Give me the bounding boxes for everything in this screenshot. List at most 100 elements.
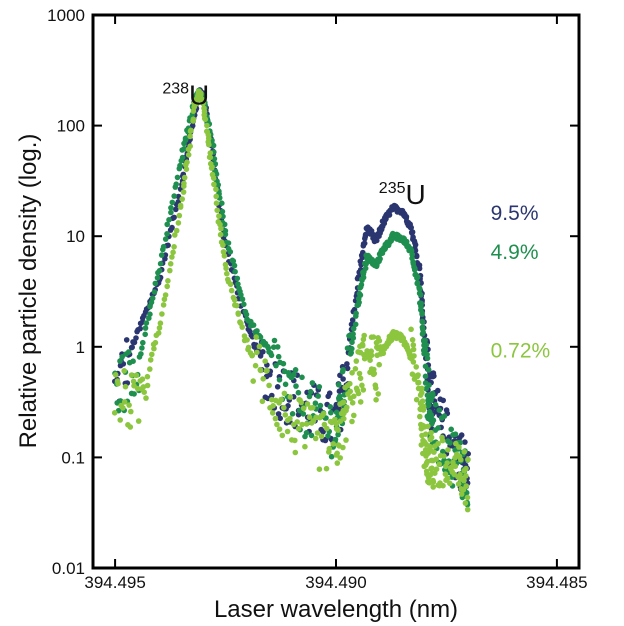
data-point xyxy=(220,213,226,220)
data-point xyxy=(260,376,267,382)
data-point xyxy=(233,302,240,309)
data-point xyxy=(433,466,440,473)
data-point xyxy=(131,339,138,346)
data-point xyxy=(121,368,127,374)
data-point xyxy=(144,382,151,389)
data-point xyxy=(270,344,277,351)
data-point xyxy=(357,399,364,405)
data-point xyxy=(128,372,135,378)
data-point xyxy=(154,275,161,281)
data-point xyxy=(239,324,245,330)
data-point xyxy=(409,337,416,343)
data-point xyxy=(418,385,425,392)
data-point xyxy=(152,280,159,287)
data-point xyxy=(234,275,241,282)
data-point xyxy=(279,432,286,439)
data-point xyxy=(289,411,296,417)
data-point xyxy=(430,484,437,490)
data-point xyxy=(204,122,210,129)
data-point xyxy=(436,407,443,414)
data-point xyxy=(197,91,204,98)
data-point xyxy=(300,405,307,412)
y-tick-label: 0.01 xyxy=(52,559,85,578)
data-point xyxy=(156,267,163,274)
data-point xyxy=(162,236,169,242)
data-point xyxy=(147,357,154,363)
data-point xyxy=(238,292,244,298)
data-point xyxy=(272,415,279,422)
data-point xyxy=(463,473,469,479)
data-point xyxy=(206,141,212,148)
data-point xyxy=(268,352,275,359)
data-point xyxy=(430,479,437,485)
data-point xyxy=(232,268,238,275)
data-point xyxy=(143,395,149,401)
data-point xyxy=(408,326,414,333)
data-point xyxy=(187,133,193,140)
data-point xyxy=(411,353,417,359)
isotope-symbol: U xyxy=(189,80,209,111)
data-point xyxy=(266,382,272,389)
data-point xyxy=(128,408,134,415)
data-point xyxy=(138,351,144,357)
data-point xyxy=(131,391,137,397)
data-point xyxy=(200,98,206,104)
data-point xyxy=(292,367,299,373)
data-point xyxy=(276,426,283,433)
data-point xyxy=(241,301,247,308)
data-point xyxy=(277,415,284,422)
data-point xyxy=(360,336,367,343)
data-point xyxy=(452,463,459,470)
data-point xyxy=(377,256,383,262)
isotope-symbol: U xyxy=(406,179,426,210)
data-point xyxy=(303,430,310,436)
data-point xyxy=(448,426,455,433)
data-point xyxy=(416,265,423,272)
data-point xyxy=(181,180,187,187)
data-point xyxy=(314,430,321,436)
data-point xyxy=(165,278,171,284)
data-point xyxy=(147,311,153,318)
data-point xyxy=(349,339,355,346)
data-point xyxy=(349,400,356,406)
data-point xyxy=(228,287,235,294)
data-point xyxy=(355,390,362,397)
series-2-markers xyxy=(112,87,471,508)
data-point xyxy=(210,142,217,149)
data-point xyxy=(435,440,441,447)
data-point xyxy=(133,335,139,341)
data-point xyxy=(244,337,250,343)
data-point xyxy=(224,270,230,277)
data-point xyxy=(412,266,418,272)
data-point xyxy=(169,224,175,231)
data-point xyxy=(340,399,347,406)
data-point xyxy=(162,292,169,298)
data-point xyxy=(344,365,351,372)
data-point xyxy=(294,419,301,425)
data-point xyxy=(211,181,217,188)
data-point xyxy=(422,431,429,438)
data-point xyxy=(351,393,357,400)
data-point xyxy=(307,388,314,395)
data-point xyxy=(412,247,419,254)
data-point xyxy=(419,319,426,325)
data-point xyxy=(422,337,428,344)
data-point xyxy=(422,346,429,353)
data-point xyxy=(120,405,126,411)
data-point xyxy=(276,377,283,383)
data-point xyxy=(217,231,224,238)
data-point xyxy=(171,214,177,221)
data-point xyxy=(213,186,219,193)
data-point xyxy=(357,292,364,298)
data-point xyxy=(423,342,430,348)
data-point xyxy=(306,393,313,400)
data-point xyxy=(330,441,337,447)
data-point xyxy=(368,352,375,359)
data-point xyxy=(214,207,220,214)
data-point xyxy=(117,358,123,364)
data-point xyxy=(295,389,302,396)
data-point xyxy=(344,345,351,352)
data-point xyxy=(274,344,281,350)
data-point xyxy=(176,212,183,219)
data-point xyxy=(445,447,451,453)
